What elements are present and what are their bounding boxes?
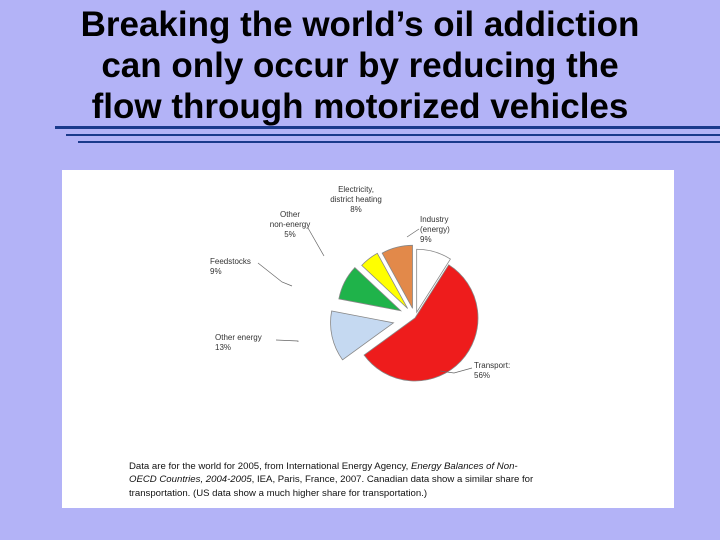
slice-label: Other energy 13% xyxy=(215,333,262,352)
slice-name-label: (energy) xyxy=(420,225,450,234)
slice-leader-line xyxy=(406,228,420,238)
caption-line-2-text: , IEA, Paris, France, 2007. Canadian dat… xyxy=(251,474,534,486)
slice-name-label: Transport: xyxy=(474,361,510,370)
pie-slice xyxy=(381,244,413,309)
title-line-2: can only occur by reducing the xyxy=(101,46,619,85)
slice-name-label: district heating xyxy=(330,195,382,204)
pie-slice xyxy=(361,252,408,309)
pie-slice xyxy=(338,267,403,312)
title-rule-middle xyxy=(66,134,720,136)
pie-chart: Industry (energy) 9%Transport: 56%Other ene… xyxy=(210,185,510,382)
slice-value-label: 8% xyxy=(350,205,362,214)
slice-name-label: non-energy xyxy=(270,220,310,229)
pie-slice xyxy=(416,248,451,314)
slice-label: Other non-energy 5% xyxy=(270,210,310,239)
caption-line-3-text: transportation. (US data show a much hig… xyxy=(129,487,428,499)
slice-name-label: Feedstocks xyxy=(210,257,251,266)
pie-slice xyxy=(330,310,395,361)
pie-labels: Industry (energy) 9%Transport: 56%Other ene… xyxy=(210,185,510,380)
slice-name-label: Industry xyxy=(420,215,448,224)
slice-label: Feedstocks 9% xyxy=(210,257,251,276)
pie-slice xyxy=(363,264,479,382)
slice-value-label: 5% xyxy=(284,230,296,239)
slice-name-label: Other xyxy=(280,210,300,219)
caption-line-2-italic: OECD Countries, 2004-2005 xyxy=(129,474,252,486)
slice-leader-line xyxy=(307,227,325,257)
title-rule-bottom xyxy=(78,141,720,143)
title-rule-top xyxy=(55,126,720,129)
slice-leader-line xyxy=(257,262,293,287)
pie-leader-lines xyxy=(257,227,473,374)
slide-title: Breaking the world’s oil addiction can o… xyxy=(0,4,720,127)
slice-value-label: 56% xyxy=(474,371,490,380)
pie-slices xyxy=(330,244,479,382)
slice-value-label: 9% xyxy=(420,235,432,244)
slice-label: Transport: 56% xyxy=(474,361,510,380)
data-source-caption: Data are for the world for 2005, from In… xyxy=(129,460,649,500)
slice-label: Electricity, district heating 8% xyxy=(330,185,382,214)
slice-label: Industry (energy) 9% xyxy=(420,215,450,244)
caption-line-1-text: Data are for the world for 2005, from In… xyxy=(129,461,411,472)
title-line-3: flow through motorized vehicles xyxy=(91,87,629,126)
slice-value-label: 9% xyxy=(210,267,222,276)
caption-line-1-italic: Energy Balances of Non- xyxy=(410,461,518,472)
slice-name-label: Other energy xyxy=(215,333,262,342)
title-line-1: Breaking the world’s oil addiction xyxy=(80,5,640,44)
slice-leader-line xyxy=(439,367,473,374)
slice-leader-line xyxy=(275,339,299,342)
slice-value-label: 13% xyxy=(215,343,231,352)
slice-name-label: Electricity, xyxy=(338,185,374,194)
chart-image-panel: Industry (energy) 9% Transport: 56% Other ene… xyxy=(62,170,674,508)
